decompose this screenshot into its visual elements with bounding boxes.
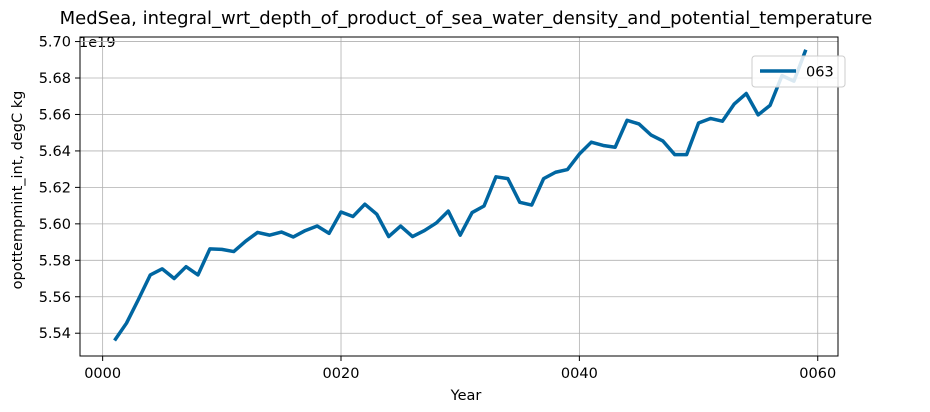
y-tick-label: 5.66 (39, 107, 71, 123)
series-lines (113, 49, 808, 342)
x-tick-label: 0040 (561, 366, 598, 382)
legend-label-063: 063 (806, 65, 834, 81)
x-axis-label: Year (450, 388, 482, 404)
legend-box (751, 55, 846, 88)
y-tick-label: 5.62 (39, 180, 71, 196)
x-tick-label: 0020 (323, 366, 360, 382)
y-tick-label: 5.54 (39, 326, 71, 342)
y-offset-text: 1e19 (79, 35, 116, 51)
x-axis-ticks: 0000 0020 0040 0060 (84, 356, 836, 382)
grid-lines (80, 37, 838, 356)
y-tick-label: 5.56 (39, 290, 71, 306)
chart-title: MedSea, integral_wrt_depth_of_product_of… (60, 8, 873, 29)
series-line-063 (113, 49, 808, 342)
x-tick-label: 0060 (799, 366, 836, 382)
x-tick-label: 0000 (84, 366, 121, 382)
legend: 063 (751, 55, 846, 88)
y-tick-label: 5.68 (39, 71, 71, 87)
y-tick-label: 5.60 (39, 217, 71, 233)
y-axis-label: opottempmint_int, degC kg (10, 91, 26, 290)
y-tick-label: 5.58 (39, 253, 71, 269)
y-tick-label: 5.64 (39, 144, 71, 160)
y-tick-label: 5.70 (39, 35, 71, 51)
y-axis-ticks: 5.54 5.56 5.58 5.60 5.62 5.64 5.66 5.68 5.70 (39, 35, 80, 342)
plot-frame (79, 36, 839, 357)
